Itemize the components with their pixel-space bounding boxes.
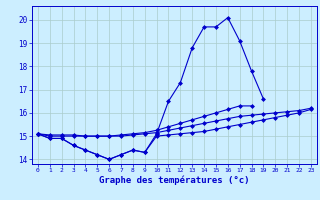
X-axis label: Graphe des températures (°c): Graphe des températures (°c) <box>99 176 250 185</box>
